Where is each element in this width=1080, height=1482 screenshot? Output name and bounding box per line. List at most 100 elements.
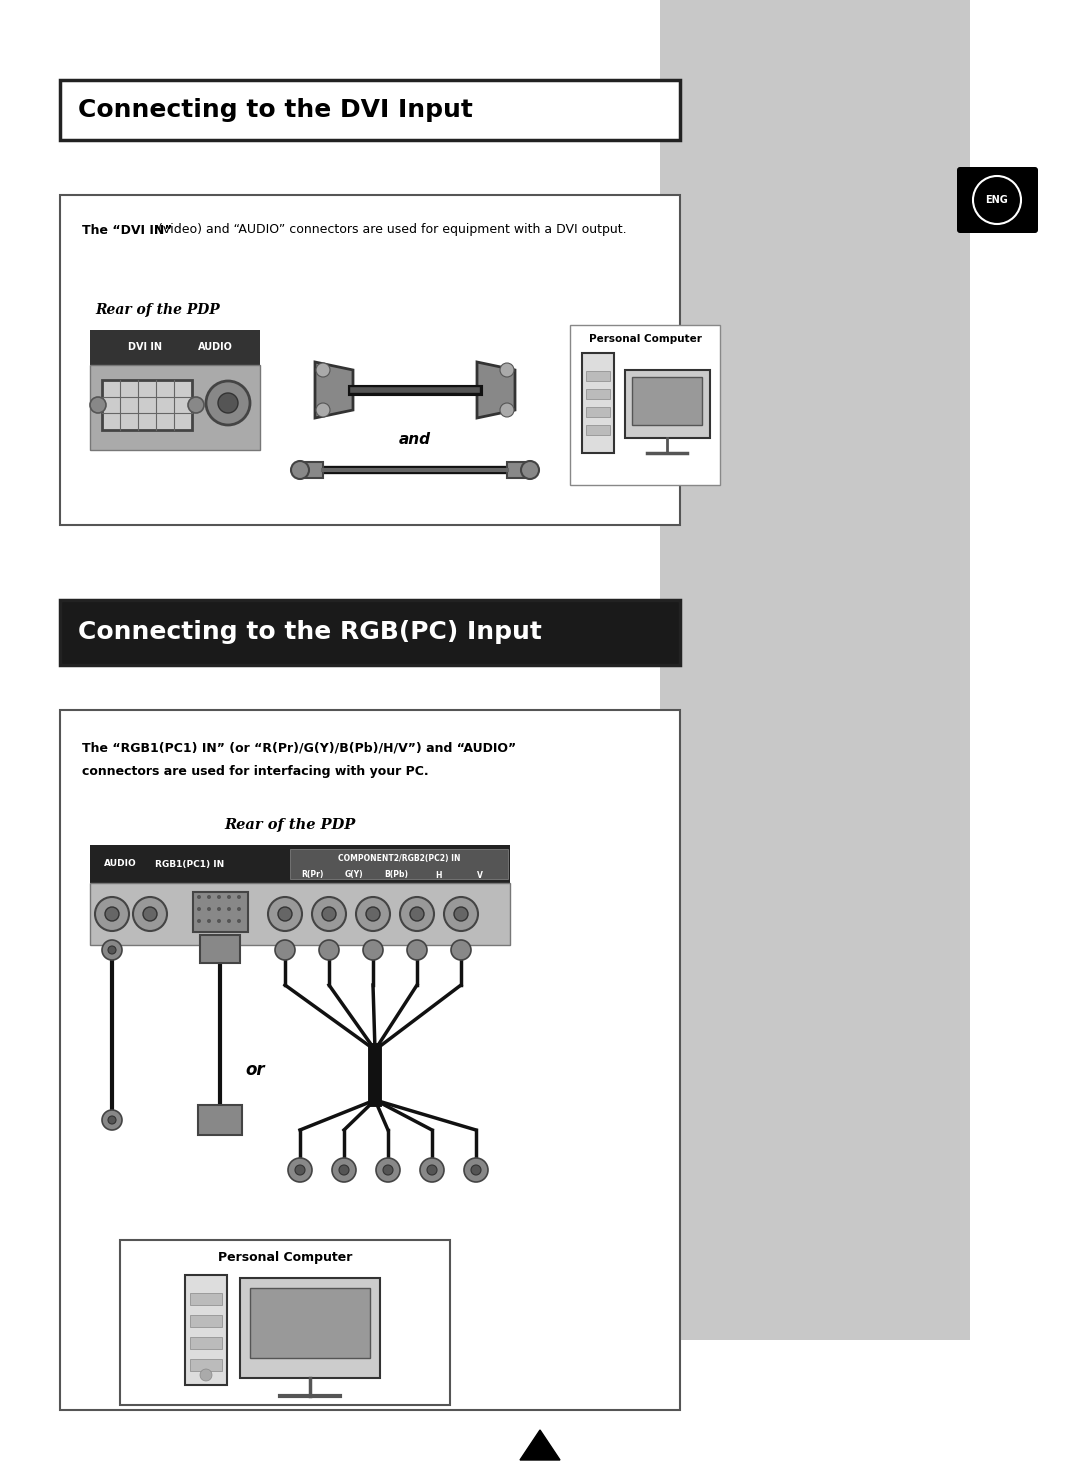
- Polygon shape: [315, 362, 353, 418]
- Text: 37: 37: [529, 1448, 551, 1463]
- Circle shape: [217, 907, 221, 911]
- Bar: [60, 196, 680, 525]
- Bar: [632, 376, 702, 425]
- Text: R(Pr): R(Pr): [301, 870, 323, 879]
- Text: RGB1(PC1) IN: RGB1(PC1) IN: [156, 860, 225, 868]
- Text: DVI IN: DVI IN: [129, 342, 162, 353]
- Bar: [102, 379, 192, 430]
- Circle shape: [102, 940, 122, 960]
- Circle shape: [471, 1165, 481, 1175]
- Circle shape: [312, 897, 346, 931]
- Circle shape: [95, 897, 129, 931]
- Bar: [90, 883, 510, 946]
- Bar: [120, 1240, 450, 1405]
- Bar: [507, 462, 530, 479]
- Circle shape: [133, 897, 167, 931]
- Bar: [240, 1277, 380, 1378]
- Bar: [60, 80, 680, 139]
- Circle shape: [319, 940, 339, 960]
- Polygon shape: [477, 362, 515, 418]
- Text: AUDIO: AUDIO: [198, 342, 232, 353]
- Circle shape: [218, 393, 238, 413]
- Circle shape: [339, 1165, 349, 1175]
- Bar: [582, 353, 615, 453]
- Circle shape: [108, 1116, 116, 1123]
- Bar: [198, 1106, 242, 1135]
- Circle shape: [295, 1165, 305, 1175]
- Circle shape: [500, 403, 514, 416]
- Circle shape: [143, 907, 157, 920]
- Bar: [300, 462, 323, 479]
- Circle shape: [410, 907, 424, 920]
- Bar: [90, 330, 260, 365]
- Circle shape: [102, 1110, 122, 1129]
- Circle shape: [237, 919, 241, 923]
- Circle shape: [227, 919, 231, 923]
- Circle shape: [197, 907, 201, 911]
- Bar: [249, 1288, 370, 1358]
- Bar: [660, 0, 970, 1340]
- Text: G(Y): G(Y): [345, 870, 363, 879]
- Circle shape: [288, 1157, 312, 1183]
- Circle shape: [197, 919, 201, 923]
- Circle shape: [105, 907, 119, 920]
- Circle shape: [237, 895, 241, 900]
- Polygon shape: [519, 1430, 561, 1460]
- Text: Connecting to the RGB(PC) Input: Connecting to the RGB(PC) Input: [78, 621, 542, 645]
- Bar: [586, 370, 610, 381]
- Circle shape: [444, 897, 478, 931]
- Bar: [60, 710, 680, 1409]
- Bar: [586, 425, 610, 436]
- Circle shape: [400, 897, 434, 931]
- Circle shape: [278, 907, 292, 920]
- Text: B(Pb): B(Pb): [384, 870, 408, 879]
- Circle shape: [197, 895, 201, 900]
- Text: connectors are used for interfacing with your PC.: connectors are used for interfacing with…: [82, 766, 429, 778]
- Circle shape: [227, 895, 231, 900]
- Circle shape: [521, 461, 539, 479]
- Text: AUDIO: AUDIO: [104, 860, 136, 868]
- Circle shape: [464, 1157, 488, 1183]
- Text: or: or: [245, 1061, 265, 1079]
- Text: The “RGB1(PC1) IN” (or “R(Pr)/G(Y)/B(Pb)/H/V”) and “AUDIO”: The “RGB1(PC1) IN” (or “R(Pr)/G(Y)/B(Pb)…: [82, 741, 516, 754]
- Bar: [586, 408, 610, 416]
- Circle shape: [217, 919, 221, 923]
- Text: and: and: [399, 433, 431, 448]
- Text: Personal Computer: Personal Computer: [218, 1251, 352, 1264]
- Circle shape: [500, 363, 514, 376]
- Circle shape: [332, 1157, 356, 1183]
- Text: COMPONENT2/RGB2(PC2) IN: COMPONENT2/RGB2(PC2) IN: [338, 855, 460, 864]
- Bar: [185, 1275, 227, 1386]
- Circle shape: [316, 403, 330, 416]
- Circle shape: [356, 897, 390, 931]
- Circle shape: [383, 1165, 393, 1175]
- Bar: [60, 600, 680, 665]
- Bar: [190, 1315, 222, 1326]
- Circle shape: [206, 381, 249, 425]
- Circle shape: [217, 895, 221, 900]
- Circle shape: [188, 397, 204, 413]
- Text: (video) and “AUDIO” connectors are used for equipment with a DVI output.: (video) and “AUDIO” connectors are used …: [154, 224, 626, 237]
- Circle shape: [363, 940, 383, 960]
- Text: Rear of the PDP: Rear of the PDP: [225, 818, 355, 831]
- Bar: [190, 1359, 222, 1371]
- Circle shape: [237, 907, 241, 911]
- Bar: [291, 849, 508, 879]
- Bar: [200, 935, 240, 963]
- Circle shape: [200, 1369, 212, 1381]
- Text: Connecting to the DVI Input: Connecting to the DVI Input: [78, 98, 473, 122]
- Circle shape: [454, 907, 468, 920]
- Circle shape: [90, 397, 106, 413]
- Circle shape: [207, 907, 211, 911]
- Circle shape: [407, 940, 427, 960]
- Text: The “DVI IN”: The “DVI IN”: [82, 224, 173, 237]
- Circle shape: [427, 1165, 437, 1175]
- Bar: [586, 388, 610, 399]
- Circle shape: [207, 895, 211, 900]
- Bar: [625, 370, 710, 439]
- Circle shape: [316, 363, 330, 376]
- Circle shape: [275, 940, 295, 960]
- Circle shape: [207, 919, 211, 923]
- Bar: [90, 365, 260, 451]
- Bar: [190, 1337, 222, 1349]
